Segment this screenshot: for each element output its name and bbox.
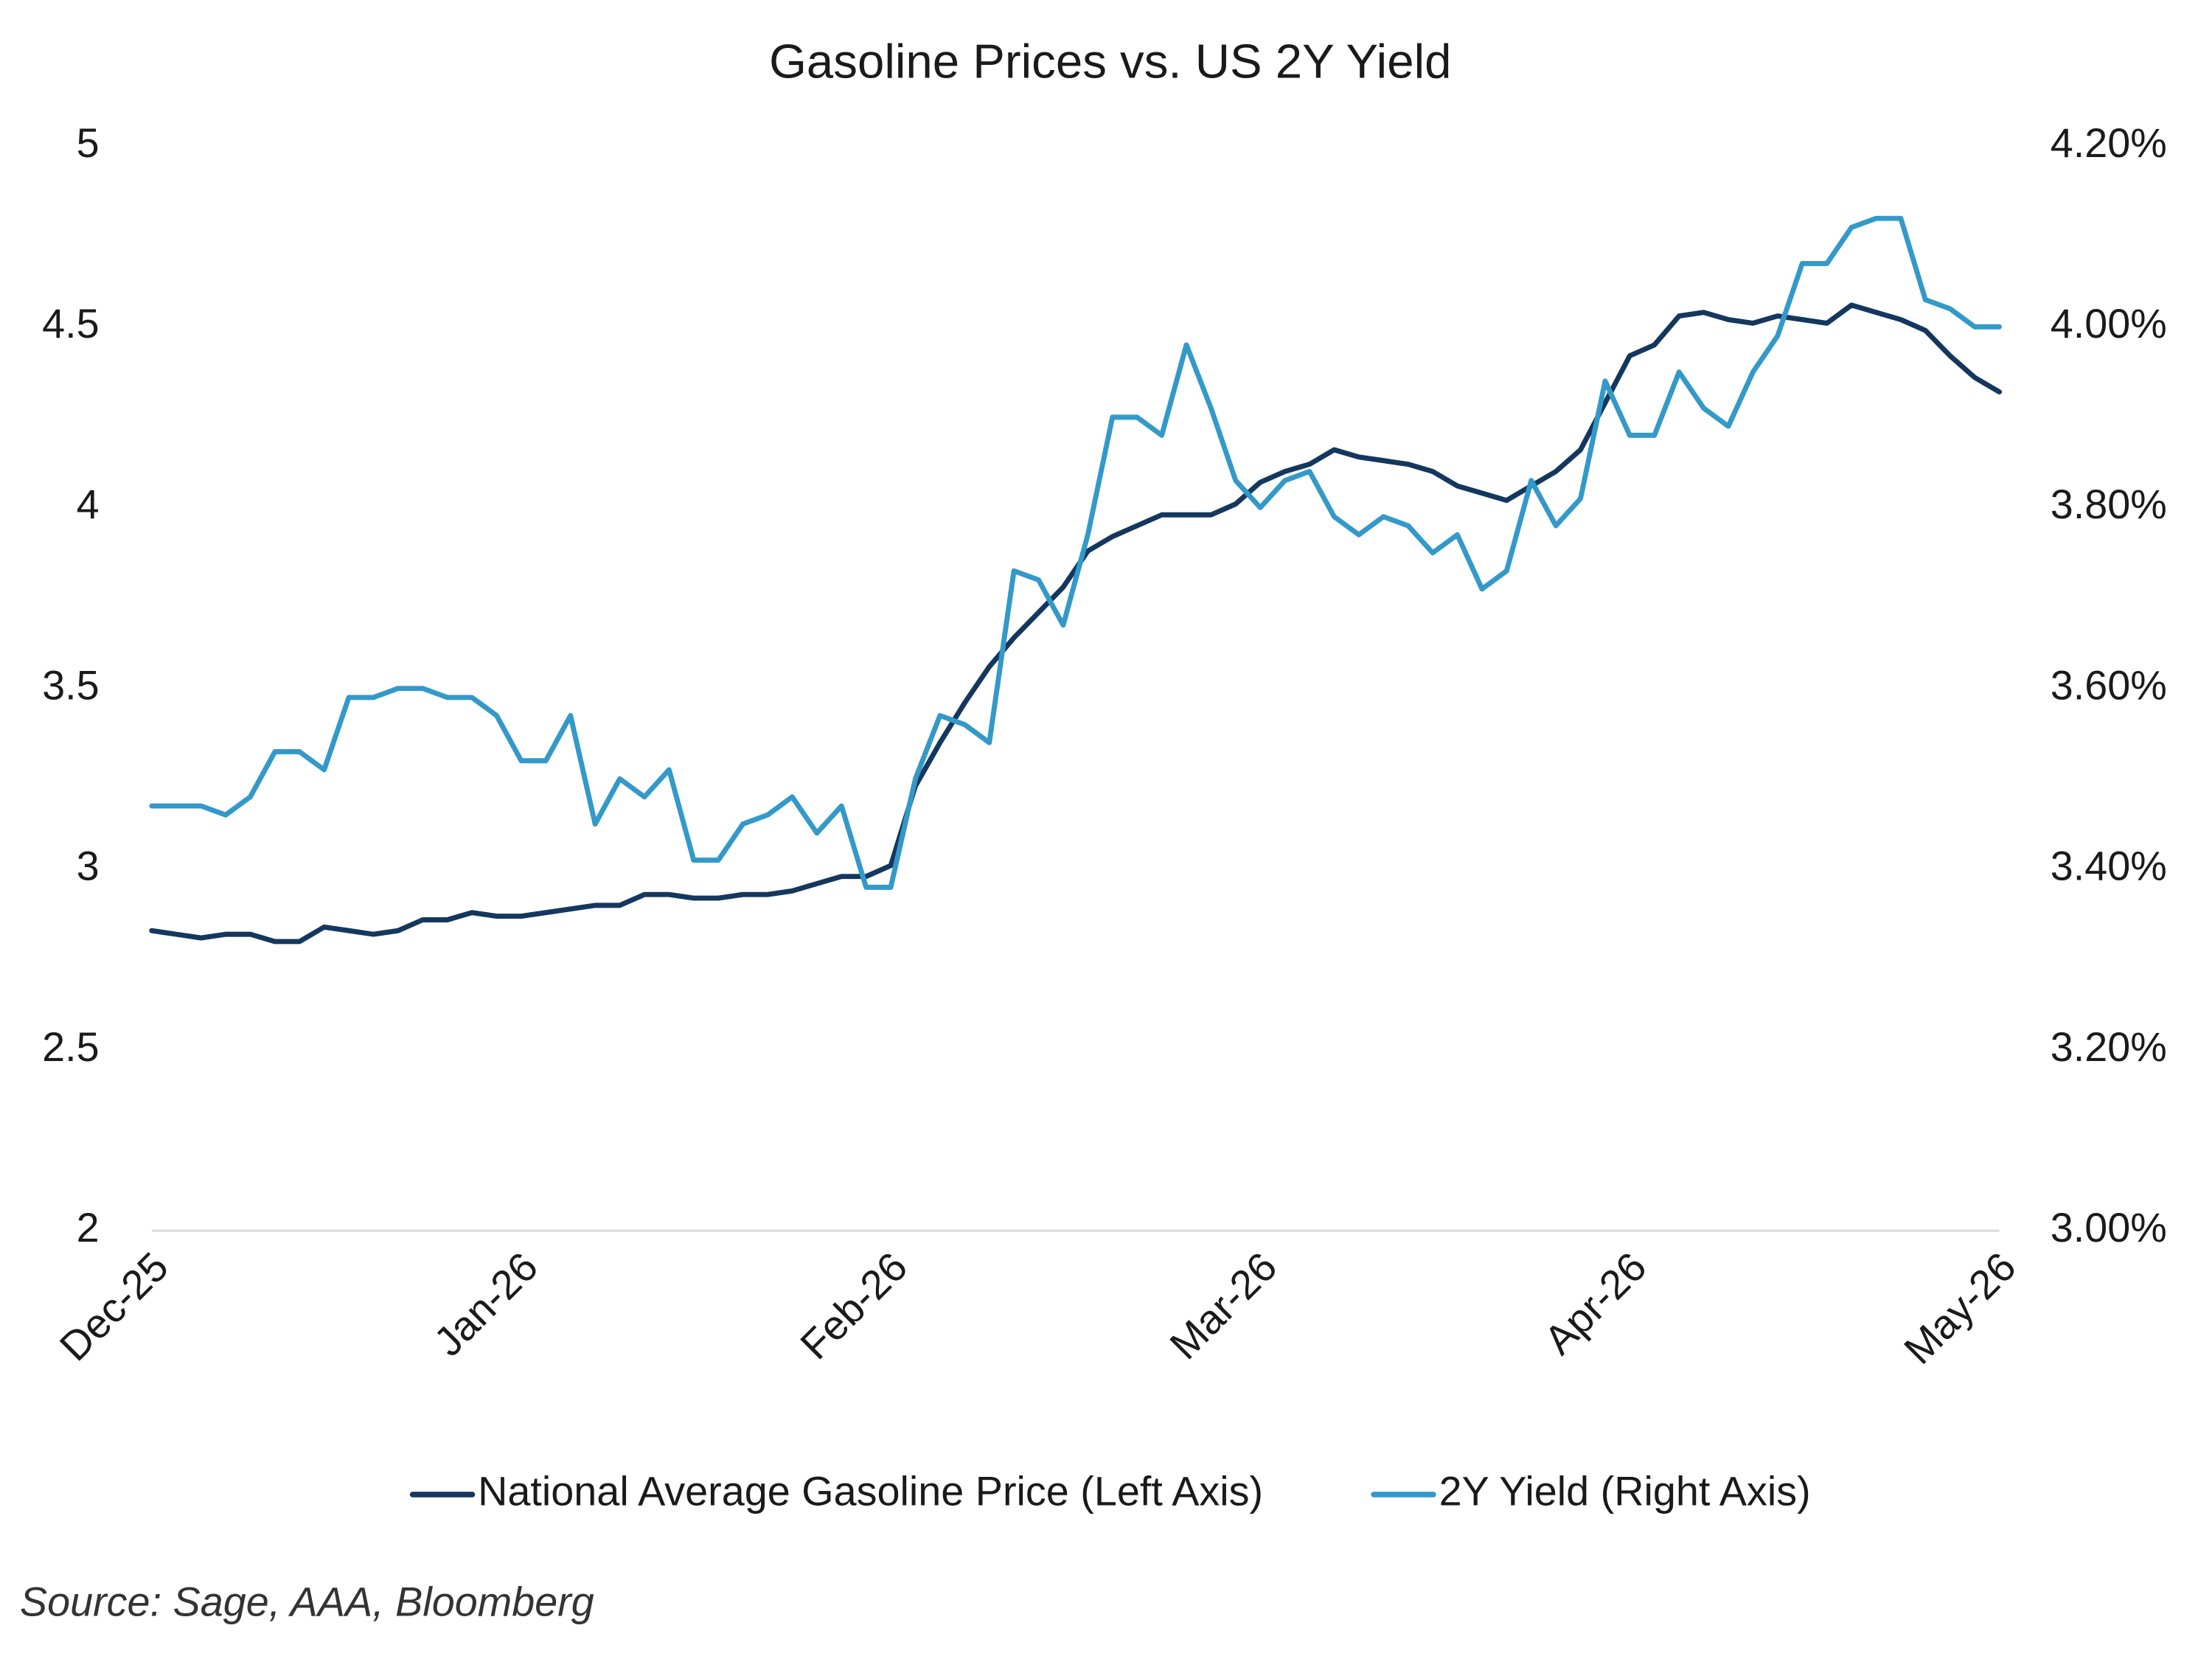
legend-label: National Average Gasoline Price (Left Ax… [478, 1469, 1263, 1514]
source-note: Source: Sage, AAA, Bloomberg [20, 1579, 594, 1625]
y-tick-label: 4.5 [42, 301, 100, 347]
y2-tick-label: 4.00% [2051, 301, 2167, 347]
y2-tick-label: 3.20% [2051, 1024, 2167, 1070]
y2-tick-label: 3.60% [2051, 662, 2167, 708]
y2-tick-label: 3.00% [2051, 1205, 2167, 1251]
y2-tick-label: 4.20% [2051, 120, 2167, 166]
y2-tick-label: 3.40% [2051, 844, 2167, 889]
y2-tick-label: 3.80% [2051, 481, 2167, 527]
x-tick-label: May-26 [1896, 1244, 2025, 1373]
y-tick-label: 4 [77, 481, 100, 527]
x-tick-label: Apr-26 [1536, 1244, 1655, 1363]
series-line [149, 215, 2002, 890]
y-tick-label: 2 [77, 1205, 100, 1251]
x-tick-label: Feb-26 [792, 1244, 917, 1368]
legend-label: 2Y Yield (Right Axis) [1439, 1469, 1811, 1514]
y-tick-label: 2.5 [42, 1024, 100, 1070]
y-tick-label: 5 [77, 120, 100, 166]
y-tick-label: 3.5 [42, 662, 100, 708]
chart-title: Gasoline Prices vs. US 2Y Yield [769, 35, 1451, 88]
x-tick-label: Mar-26 [1161, 1244, 1286, 1368]
series-line [149, 302, 2002, 945]
x-tick-label: Jan-26 [425, 1244, 546, 1365]
y-tick-label: 3 [77, 844, 100, 889]
x-tick-label: Dec-25 [51, 1244, 177, 1370]
